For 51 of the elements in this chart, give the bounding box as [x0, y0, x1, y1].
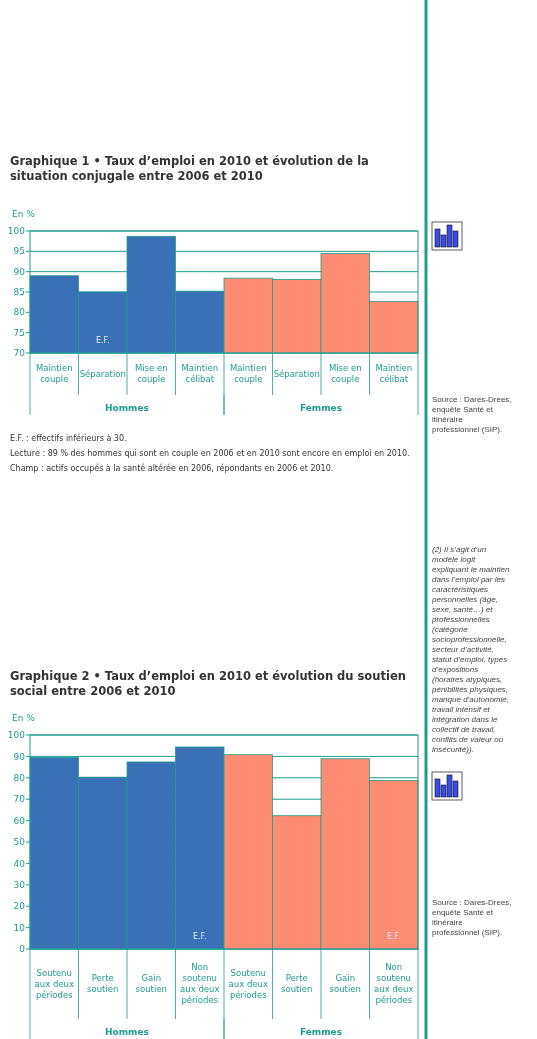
text: (2) Il s’agit d’un modèle logit expliquant le maintien dans l’emploi par les caractéristiques personnelles (âge, sexe, santé…) et professionnelles (catégorie socioprofessionnelle, secteur d’activité, statut d’emploi, types d’expositions (horaires atypiques, pénibilités physiques, manque d’autonomie, travail intensif et intégration dans le collectif de travail, conflits de valeur ou insécurité)).: [432, 545, 510, 754]
x-tick-label: Soutenu aux deux périodes: [34, 967, 74, 1000]
x-tick-label: Soutenu aux deux périodes: [228, 967, 268, 1000]
y-axis-title: En %: [12, 713, 36, 723]
y-tick-label: 100: [7, 226, 26, 237]
data-label: E.F.: [387, 932, 401, 941]
chart-title: Graphique 2 • Taux d’emploi en 2010 et évolution du soutien social entre 2006 et 2010: [10, 669, 406, 698]
y-tick-label: 70: [13, 348, 26, 359]
x-tick-label: Mise en couple: [134, 363, 168, 385]
y-tick-label: 30: [13, 879, 26, 890]
y-tick-label: 60: [13, 815, 26, 826]
x-tick-label: Maintien couple: [229, 363, 267, 385]
text: Hommes: [105, 403, 149, 413]
x-tick-label: Maintien célibat: [375, 363, 413, 385]
chart-title: Graphique 1 • Taux d’emploi en 2010 et évolution de la situation conjugale entre 2006 et 2010: [10, 154, 369, 183]
y-tick-label: 70: [13, 794, 26, 805]
y-tick-label: 40: [13, 858, 26, 869]
x-tick-label: Maintien célibat: [181, 363, 219, 385]
y-tick-label: 90: [13, 266, 26, 277]
y-tick-label: 10: [13, 922, 26, 933]
y-tick-label: 95: [13, 246, 25, 257]
y-tick-label: 100: [7, 730, 26, 741]
x-tick-label: Mise en couple: [328, 363, 362, 385]
x-tick-label: Perte soutien: [281, 973, 313, 995]
y-tick-label: 80: [13, 772, 26, 783]
x-tick-label: Gain soutien: [329, 973, 361, 995]
text: Hommes: [105, 1027, 149, 1037]
x-tick-label: Séparation: [79, 368, 126, 379]
text: Femmes: [299, 403, 343, 413]
data-label: E.F.: [193, 932, 207, 941]
x-tick-label: Perte soutien: [87, 973, 119, 995]
y-tick-label: 20: [13, 901, 26, 912]
y-tick-label: 0: [19, 944, 26, 955]
text: Femmes: [299, 1027, 343, 1037]
source-note: Source : Dares-Drees, enquête Santé et itinéraire professionnel (SIP).: [432, 898, 512, 937]
source-note: Source : Dares-Drees, enquête Santé et itinéraire professionnel (SIP).: [432, 395, 512, 434]
y-tick-label: 75: [13, 327, 25, 338]
text: Champ : actifs occupés à la santé altérée en 2006, répondants en 2006 et 2010.: [10, 463, 334, 473]
text: E.F. : effectifs inférieurs à 30.: [10, 433, 127, 443]
y-tick-label: 50: [13, 837, 26, 848]
data-label: E.F.: [96, 336, 110, 345]
text: Lecture : 89 % des hommes qui sont en couple en 2006 et en 2010 sont encore en emploi en 2010.: [10, 449, 410, 458]
y-tick-label: 80: [13, 307, 26, 318]
x-tick-label: Séparation: [273, 368, 320, 379]
x-tick-label: Gain soutien: [135, 973, 167, 995]
y-tick-label: 90: [13, 751, 26, 762]
x-tick-label: Maintien couple: [35, 363, 73, 385]
y-axis-title: En %: [12, 209, 36, 219]
y-tick-label: 85: [13, 287, 25, 298]
x-tick-label: Non soutenu aux deux périodes: [374, 962, 414, 1006]
x-tick-label: Non soutenu aux deux périodes: [180, 962, 220, 1006]
